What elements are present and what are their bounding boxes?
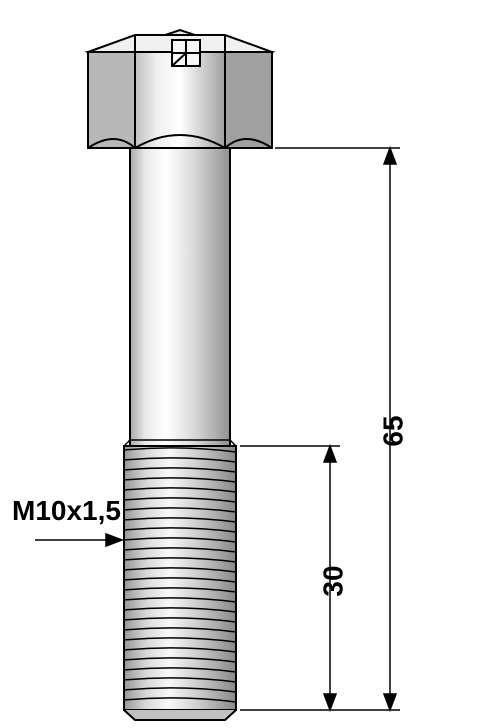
bolt-diagram: 65 30 M10x1,5 bbox=[0, 0, 500, 728]
thread-spec-label: M10x1,5 bbox=[12, 495, 121, 527]
thread-length-label: 30 bbox=[318, 565, 350, 596]
bolt-threads bbox=[124, 440, 236, 720]
total-length-label: 65 bbox=[378, 415, 410, 446]
bolt-svg bbox=[0, 0, 500, 728]
dimension-total-length bbox=[240, 148, 400, 710]
bolt-shaft bbox=[130, 148, 230, 446]
thread-spec-arrow bbox=[35, 534, 122, 546]
head-mark-icon bbox=[172, 40, 200, 66]
bolt-head bbox=[88, 30, 272, 148]
